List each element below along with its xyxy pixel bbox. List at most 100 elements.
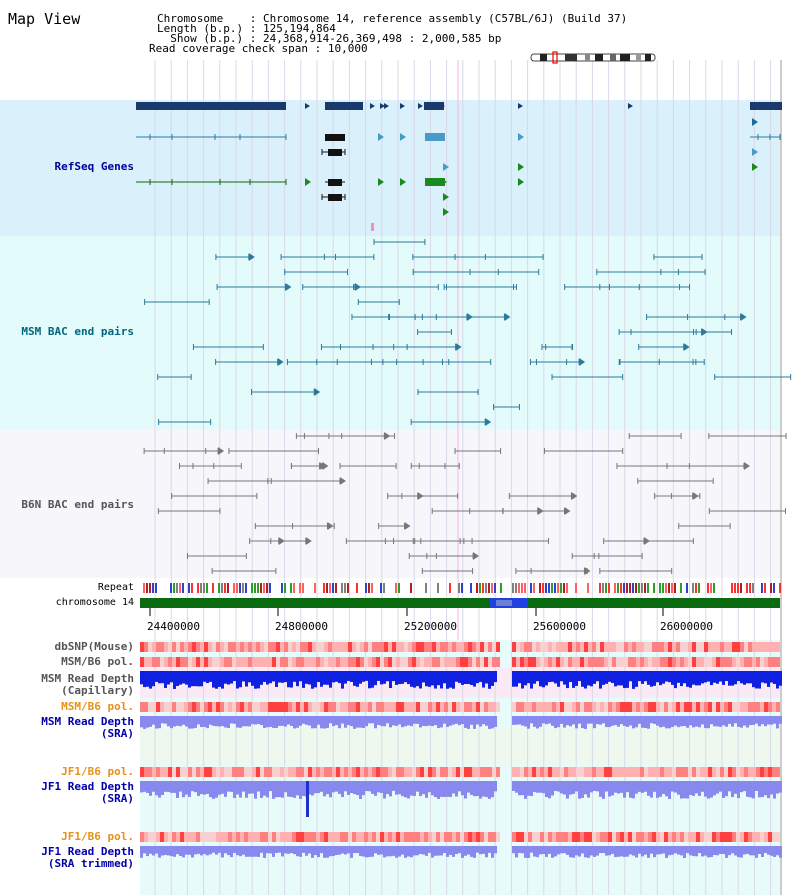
- gene-arrow: [400, 103, 405, 109]
- polymorphism-cell: [620, 832, 624, 842]
- repeat-feature: [557, 583, 559, 593]
- read-depth-bar: [641, 846, 644, 857]
- polymorphism-cell: [612, 642, 616, 652]
- read-depth-bar: [617, 716, 620, 727]
- read-depth-bar: [521, 716, 524, 726]
- repeat-feature: [239, 583, 241, 593]
- gene-marker: [371, 223, 374, 231]
- read-depth-bar: [629, 716, 632, 726]
- read-depth-bar: [701, 846, 704, 857]
- read-depth-bar: [464, 716, 467, 728]
- read-depth-bar: [383, 781, 386, 799]
- polymorphism-cell: [460, 702, 464, 712]
- repeat-feature: [368, 583, 370, 593]
- read-depth-bar: [419, 671, 422, 689]
- polymorphism-cell: [436, 832, 440, 842]
- polymorphism-cell: [448, 657, 452, 667]
- polymorphism-cell: [676, 657, 680, 667]
- read-depth-bar: [182, 716, 185, 725]
- read-depth-bar: [557, 781, 560, 792]
- read-depth-bar: [689, 781, 692, 795]
- polymorphism-cell: [196, 832, 200, 842]
- polymorphism-cell: [332, 642, 336, 652]
- polymorphism-cell: [584, 702, 588, 712]
- polymorphism-cell: [480, 642, 484, 652]
- read-depth-bar: [449, 716, 452, 726]
- read-depth-bar: [353, 671, 356, 686]
- read-depth-bar: [476, 781, 479, 797]
- repeat-feature: [530, 583, 532, 593]
- read-depth-bar: [452, 846, 455, 857]
- bac-end-arrow: [579, 358, 586, 366]
- polymorphism-cell: [604, 702, 608, 712]
- read-depth-bar: [668, 846, 671, 856]
- polymorphism-cell: [652, 642, 656, 652]
- polymorphism-cell: [364, 767, 368, 777]
- read-depth-bar: [332, 716, 335, 727]
- polymorphism-cell: [328, 642, 332, 652]
- read-depth-bar: [698, 846, 701, 853]
- polymorphism-cell: [196, 702, 200, 712]
- polymorphism-cell: [384, 642, 388, 652]
- read-depth-bar: [143, 671, 146, 688]
- read-depth-bar: [653, 781, 656, 792]
- polymorphism-cell: [288, 642, 292, 652]
- read-depth-bar: [731, 846, 734, 854]
- polymorphism-cell: [676, 767, 680, 777]
- transcript-exon: [328, 194, 342, 201]
- polymorphism-cell: [208, 657, 212, 667]
- read-depth-bar: [245, 716, 248, 727]
- read-depth-bar: [521, 846, 524, 854]
- bac-end-arrow: [354, 283, 361, 291]
- polymorphism-cell: [432, 832, 436, 842]
- polymorphism-cell: [180, 702, 184, 712]
- read-depth-bar: [155, 716, 158, 729]
- read-depth-bar: [614, 781, 617, 793]
- polymorphism-cell: [520, 767, 524, 777]
- read-depth-bar: [284, 846, 287, 854]
- polymorphism-cell: [156, 642, 160, 652]
- repeat-feature: [635, 583, 637, 593]
- read-depth-bar: [698, 671, 701, 686]
- read-depth-bar: [488, 781, 491, 799]
- polymorphism-cell: [476, 642, 480, 652]
- repeat-feature: [608, 583, 610, 593]
- read-depth-bar: [584, 716, 587, 729]
- polymorphism-cell: [268, 642, 272, 652]
- read-depth-bar: [668, 716, 671, 729]
- read-depth-bar: [359, 781, 362, 799]
- repeat-feature: [671, 583, 673, 593]
- read-depth-bar: [479, 671, 482, 682]
- repeat-feature: [599, 583, 601, 593]
- polymorphism-cell: [192, 657, 196, 667]
- read-depth-bar: [164, 716, 167, 724]
- read-depth-bar: [152, 716, 155, 725]
- polymorphism-cell: [752, 642, 756, 652]
- read-depth-bar: [662, 781, 665, 794]
- polymorphism-cell: [416, 642, 420, 652]
- polymorphism-cell: [284, 642, 288, 652]
- polymorphism-cell: [480, 767, 484, 777]
- read-depth-bar: [257, 671, 260, 689]
- read-depth-bar: [170, 846, 173, 857]
- read-depth-bar: [641, 781, 644, 793]
- read-depth-bar: [299, 671, 302, 682]
- read-depth-bar: [356, 781, 359, 796]
- read-depth-bar: [605, 671, 608, 684]
- polymorphism-cell: [208, 702, 212, 712]
- read-depth-bar: [146, 716, 149, 728]
- read-depth-bar: [230, 671, 233, 684]
- polymorphism-cell: [556, 767, 560, 777]
- polymorphism-cell: [736, 767, 740, 777]
- gene-arrow: [518, 133, 524, 141]
- polymorphism-cell: [644, 657, 648, 667]
- polymorphism-cell: [172, 702, 176, 712]
- polymorphism-cell: [668, 657, 672, 667]
- read-depth-bar: [224, 846, 227, 854]
- read-depth-bar: [341, 671, 344, 689]
- polymorphism-cell: [476, 832, 480, 842]
- gene-block: [750, 102, 782, 110]
- polymorphism-cell: [720, 832, 724, 842]
- polymorphism-cell: [648, 657, 652, 667]
